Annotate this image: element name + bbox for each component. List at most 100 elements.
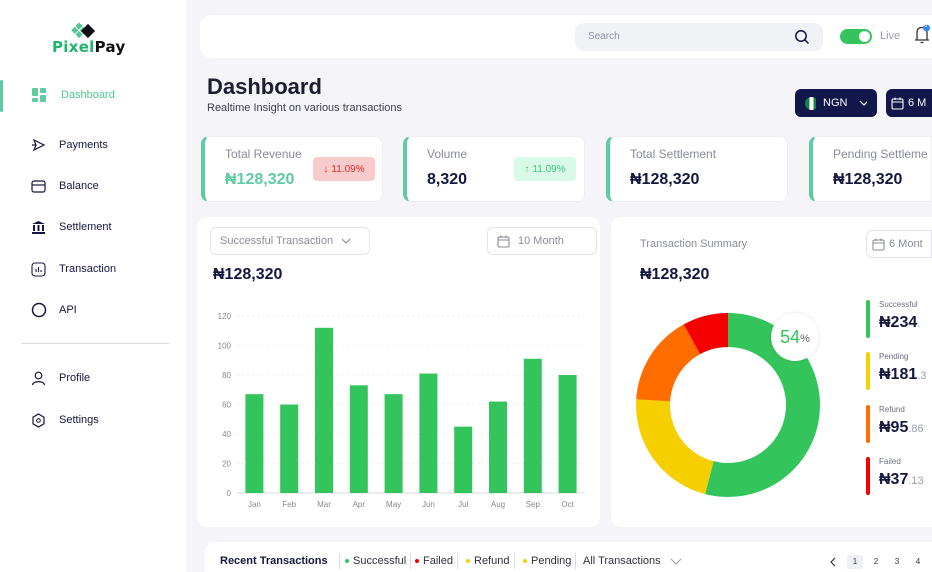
arrow-up-icon: ↑ (524, 163, 530, 175)
logo-text-b: Pay (94, 38, 126, 56)
legend-successful: Successful ₦234. (866, 300, 932, 338)
circle-icon (30, 302, 47, 319)
status-dot (345, 559, 349, 563)
live-label: Live (880, 30, 901, 42)
stat-value: ₦128,320 (225, 171, 295, 188)
active-indicator (0, 80, 3, 112)
stat-label: Total Revenue (225, 147, 302, 161)
sidebar-item-transaction[interactable]: Transaction (30, 259, 116, 279)
chevron-down-icon (859, 100, 867, 106)
filter-failed[interactable]: Failed (415, 555, 453, 567)
filter-label: Pending (531, 555, 572, 567)
page-4[interactable]: 4 (915, 557, 921, 566)
legend-value: ₦95.86 (879, 419, 924, 437)
user-icon (30, 370, 47, 387)
date-range-button[interactable]: 6 M (886, 89, 932, 117)
sidebar-item-settings[interactable]: Settings (30, 410, 99, 430)
legend-pending: Pending ₦181.3 (866, 352, 932, 390)
chart-icon (30, 261, 47, 278)
stat-label: Pending Settleme (833, 147, 928, 161)
search-icon[interactable] (794, 29, 810, 45)
period-label: 6 Mont (889, 238, 923, 250)
x-tick-label: Jul (458, 500, 468, 509)
legend-value: ₦181.3 (879, 366, 926, 384)
sidebar-item-balance[interactable]: Balance (30, 176, 99, 196)
legend-color-bar (866, 457, 870, 495)
y-tick-label: 60 (222, 401, 231, 410)
period-select[interactable]: 10 Month (487, 227, 597, 255)
legend-value-whole: ₦234 (879, 314, 918, 331)
filter-successful[interactable]: Successful (345, 555, 406, 567)
sidebar-item-payments[interactable]: Payments (30, 135, 108, 155)
filter-refund[interactable]: Refund (466, 555, 509, 567)
all-transactions-label: All Transactions (583, 555, 661, 567)
stat-value: ₦128,320 (630, 171, 700, 188)
bell-icon[interactable] (914, 24, 930, 46)
chevron-left-icon[interactable] (829, 557, 837, 567)
sidebar-item-label: Settings (59, 414, 99, 426)
arrow-down-icon: ↓ (323, 163, 329, 175)
transaction-type-select[interactable]: Successful Transaction (210, 227, 370, 255)
stat-label: Volume (427, 147, 468, 161)
stat-label: Total Settlement (630, 147, 717, 161)
separator (457, 553, 458, 569)
chevron-down-icon (670, 558, 682, 565)
recent-transactions-panel (205, 542, 932, 572)
logo-text-a: Pixel (52, 38, 95, 56)
stat-value: 8,320 (427, 171, 468, 188)
legend-refund: Refund ₦95.86 (866, 405, 932, 443)
page-1[interactable]: 1 (847, 555, 863, 569)
sidebar-item-settlement[interactable]: Settlement (30, 217, 112, 237)
bar-aug (489, 401, 507, 493)
live-toggle[interactable] (840, 29, 872, 44)
bank-icon (30, 219, 47, 236)
search-placeholder: Search (588, 31, 620, 42)
separator (339, 553, 340, 569)
legend-value-decimal: .13 (908, 475, 924, 487)
wallet-icon (30, 178, 47, 195)
sidebar-item-label: Dashboard (61, 89, 115, 101)
sidebar-item-api[interactable]: API (30, 300, 77, 320)
bar-mar (315, 327, 333, 493)
legend-value-decimal: .3 (917, 370, 927, 382)
page-subtitle: Realtime Insight on various transactions (207, 102, 403, 114)
legend-value-decimal: . (917, 318, 921, 330)
donut-slice-refund (636, 324, 701, 402)
sidebar-item-profile[interactable]: Profile (30, 368, 90, 388)
donut-center-badge: 54% (771, 313, 819, 361)
sidebar-item-label: API (59, 304, 77, 316)
legend-failed: Failed ₦37.13 (866, 457, 932, 495)
separator (410, 553, 411, 569)
legend-value-decimal: .86 (908, 423, 924, 435)
currency-label: NGN (823, 97, 848, 109)
donut-percent: 54 (780, 326, 801, 347)
page-title: Dashboard (207, 74, 322, 99)
currency-select[interactable]: NGN (795, 89, 877, 117)
summary-total: ₦128,320 (640, 266, 710, 283)
separator (575, 553, 576, 569)
x-tick-label: Jun (422, 500, 435, 509)
legend-value-whole: ₦181 (879, 366, 918, 383)
summary-period-select[interactable]: 6 Mont (866, 230, 932, 258)
donut-percent-unit: % (800, 333, 810, 345)
x-tick-label: Apr (353, 500, 366, 509)
stat-card-pending-settlement: Pending Settleme ₦128,320 (809, 136, 932, 202)
date-range-label: 6 M (908, 97, 927, 109)
y-tick-label: 80 (222, 371, 231, 380)
legend-value-whole: ₦95 (879, 419, 909, 436)
search-input[interactable]: Search (575, 23, 823, 51)
legend-label: Pending (879, 352, 909, 361)
sidebar-item-label: Payments (59, 139, 108, 151)
y-tick-label: 100 (218, 342, 232, 351)
filter-label: Failed (423, 555, 453, 567)
all-transactions-select[interactable]: All Transactions (583, 555, 682, 567)
filter-label: Successful Transaction (220, 235, 334, 247)
legend-color-bar (866, 405, 870, 443)
filter-pending[interactable]: Pending (523, 555, 571, 567)
donut-slice-failed (683, 313, 728, 355)
y-tick-label: 0 (227, 489, 232, 498)
sidebar-item-dashboard[interactable]: Dashboard (30, 85, 115, 105)
page-2[interactable]: 2 (873, 557, 879, 566)
page-3[interactable]: 3 (894, 557, 900, 566)
